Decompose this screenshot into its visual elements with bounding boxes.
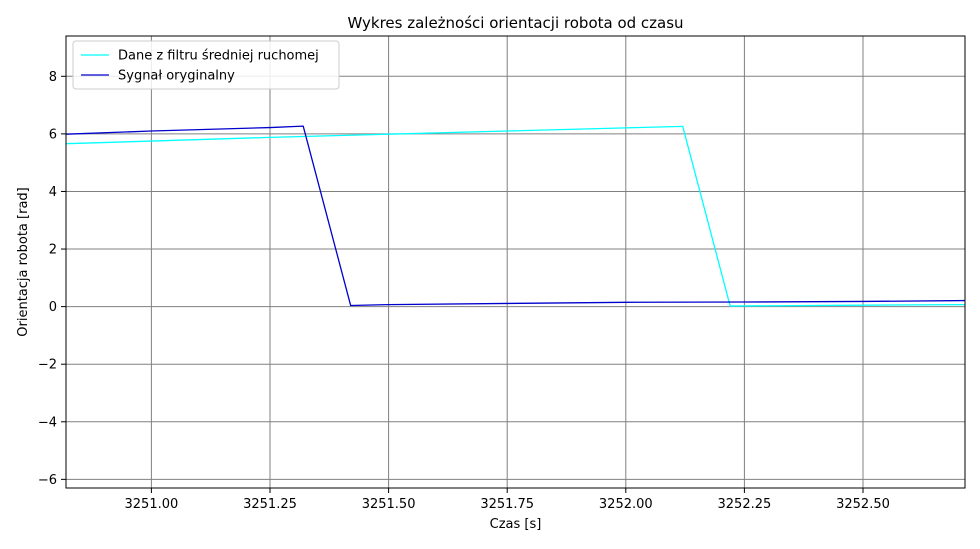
- y-axis-label: Orientacja robota [rad]: [16, 187, 31, 336]
- y-tick-label: −4: [38, 415, 57, 430]
- y-tick-label: −6: [38, 473, 57, 488]
- y-tick-label: 6: [49, 127, 57, 142]
- y-tick-label: −2: [38, 358, 57, 373]
- x-tick-label: 3251.75: [480, 497, 534, 512]
- y-tick-label: 8: [49, 70, 57, 85]
- series-line-original: [66, 125, 965, 307]
- chart-title: Wykres zależności orientacji robota od c…: [347, 14, 683, 32]
- legend-box: [72, 40, 340, 90]
- legend-label-original: Sygnał oryginalny: [118, 69, 235, 84]
- legend: Dane z filtru średniej ruchomej Sygnał o…: [72, 40, 340, 90]
- plot-area-frame: [65, 35, 966, 489]
- x-tick-label: 3251.00: [125, 497, 179, 512]
- x-tick-label: 3251.50: [362, 497, 416, 512]
- series-line-filtered: [66, 125, 965, 307]
- x-tick-label: 3252.25: [718, 497, 772, 512]
- x-tick-label: 3252.50: [836, 497, 890, 512]
- y-tick-label: 0: [49, 300, 57, 315]
- y-axis: −6 −4 −2 0 2 4 6 8: [38, 70, 66, 488]
- x-axis: 3251.00 3251.25 3251.50 3251.75 3252.00 3252.…: [125, 488, 890, 512]
- series-layer: [66, 125, 965, 307]
- y-tick-label: 2: [49, 243, 57, 258]
- y-tick-label: 4: [49, 185, 57, 200]
- grid: [66, 36, 965, 488]
- x-tick-label: 3251.25: [243, 497, 297, 512]
- x-axis-label: Czas [s]: [490, 517, 542, 532]
- x-tick-label: 3252.00: [599, 497, 653, 512]
- legend-label-filtered: Dane z filtru średniej ruchomej: [118, 49, 319, 64]
